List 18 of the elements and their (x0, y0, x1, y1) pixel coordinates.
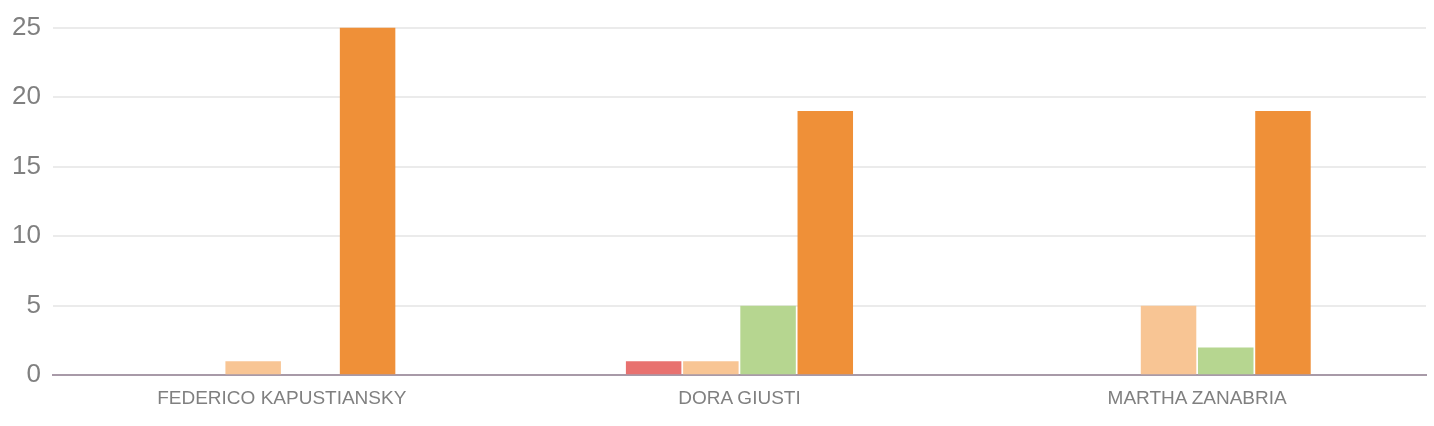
y-tick-label: 25 (12, 10, 41, 41)
y-tick-label: 0 (26, 358, 41, 389)
y-tick-label: 20 (12, 80, 41, 111)
bar (1255, 111, 1311, 375)
bar (225, 361, 281, 375)
x-tick-label: MARTHA ZANABRIA (1107, 386, 1288, 408)
bar (683, 361, 739, 375)
x-tick-label: FEDERICO KAPUSTIANSKY (157, 386, 407, 408)
y-tick-label: 5 (26, 288, 41, 319)
bar (625, 361, 682, 375)
y-tick-label: 10 (12, 219, 41, 250)
bar (339, 27, 396, 375)
bar (1198, 347, 1254, 375)
bar (740, 305, 796, 375)
bar (797, 111, 854, 375)
y-tick-label: 15 (12, 149, 41, 180)
x-tick-label: DORA GIUSTI (678, 386, 801, 408)
bar (1140, 305, 1197, 375)
